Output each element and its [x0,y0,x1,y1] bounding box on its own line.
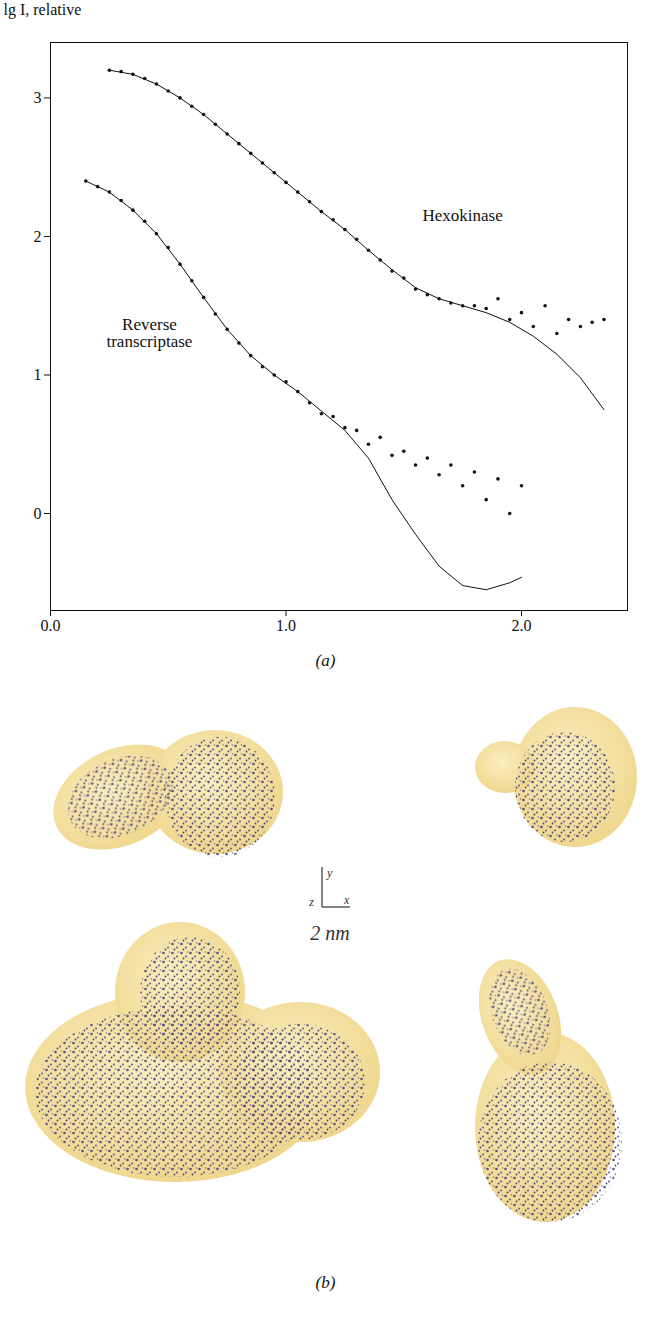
svg-text:2: 2 [34,228,42,245]
svg-text:0.0: 0.0 [41,617,61,634]
svg-text:x: x [343,893,350,907]
svg-text:Reversetranscriptase: Reversetranscriptase [106,315,192,351]
svg-text:2.0: 2.0 [512,617,532,634]
html-text:(b): (b) [315,1273,336,1292]
svg-text:Hexokinase: Hexokinase [423,206,503,225]
svg-text:0: 0 [34,505,42,522]
svg-text:1: 1 [34,366,42,383]
svg-text:3: 3 [34,89,42,106]
svg-text:1.0: 1.0 [276,617,296,634]
svg-text:z: z [308,895,314,909]
html-text:(a): (a) [315,651,336,670]
svg-text:lg I, relative: lg I, relative [4,1,82,19]
svg-text:y: y [326,866,333,880]
svg-text:2 nm: 2 nm [310,922,349,944]
